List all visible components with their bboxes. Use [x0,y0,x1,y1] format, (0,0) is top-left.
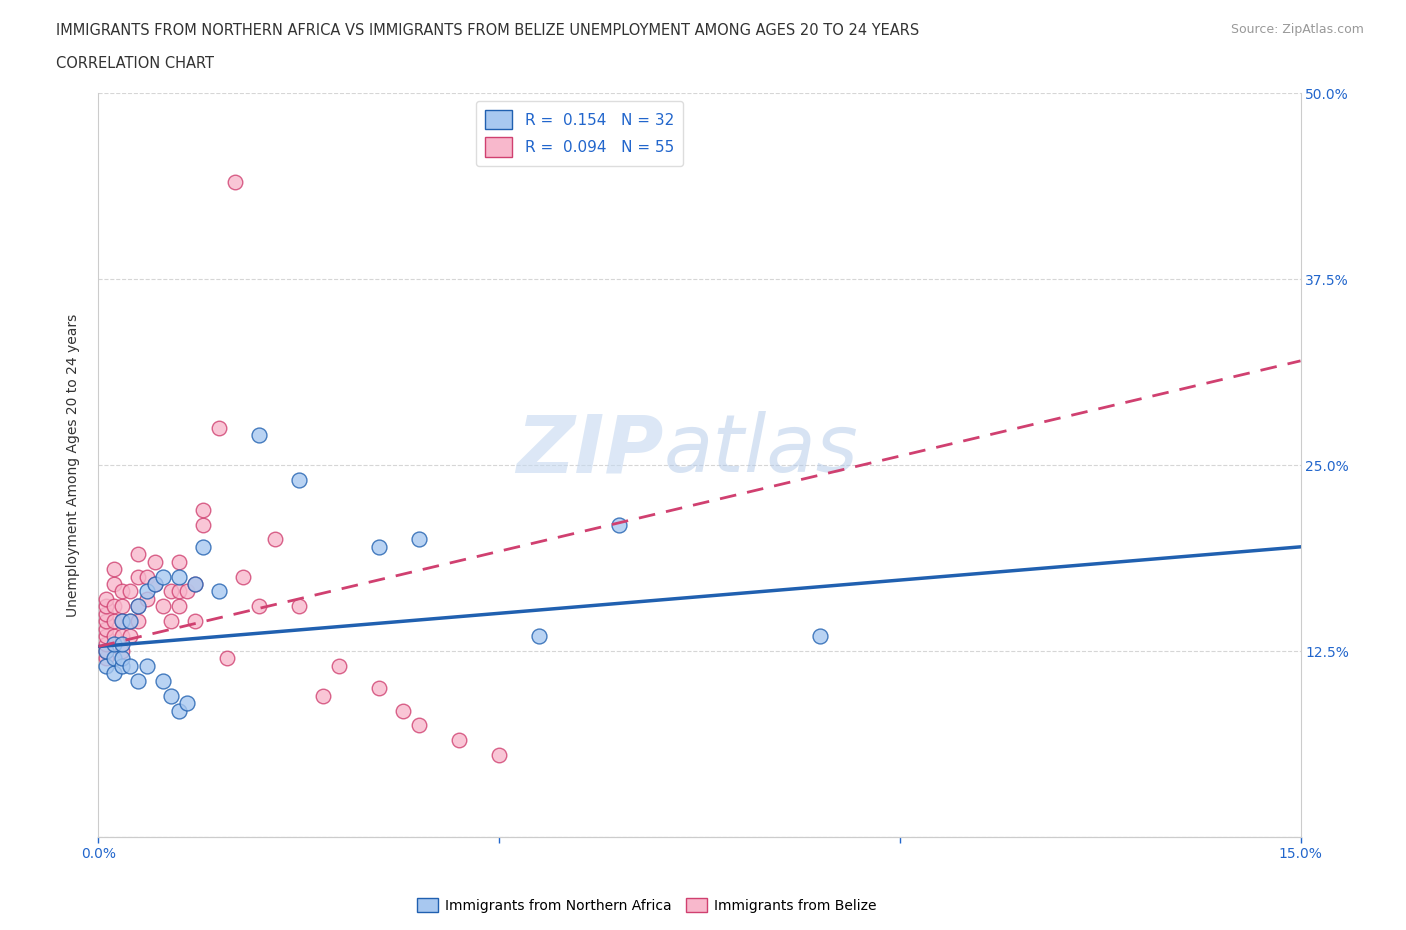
Point [183,614,205,629]
Point [128,599,150,614]
Point [191,502,214,517]
Legend: R =  0.154   N = 32, R =  0.094   N = 55: R = 0.154 N = 32, R = 0.094 N = 55 [475,100,683,166]
Point [103,599,125,614]
Point [263,532,285,547]
Point [103,666,125,681]
Point [111,644,134,658]
Point [288,472,311,487]
Point [135,569,157,584]
Point [103,651,125,666]
Point [96,636,118,651]
Point [328,658,350,673]
Point [135,584,157,599]
Point [183,577,205,591]
Point [152,673,174,688]
Point [111,651,134,666]
Point [111,599,134,614]
Point [176,584,198,599]
Point [96,606,118,621]
Point [368,681,391,696]
Point [208,420,231,435]
Point [111,636,134,651]
Point [103,636,125,651]
Point [111,658,134,673]
Point [96,658,118,673]
Point [392,703,415,718]
Point [128,547,150,562]
Point [247,428,270,443]
Text: CORRELATION CHART: CORRELATION CHART [56,56,214,71]
Text: IMMIGRANTS FROM NORTHERN AFRICA VS IMMIGRANTS FROM BELIZE UNEMPLOYMENT AMONG AGE: IMMIGRANTS FROM NORTHERN AFRICA VS IMMIG… [56,23,920,38]
Legend: Immigrants from Northern Africa, Immigrants from Belize: Immigrants from Northern Africa, Immigra… [412,893,882,919]
Point [96,599,118,614]
Point [103,562,125,577]
Point [159,584,181,599]
Text: Source: ZipAtlas.com: Source: ZipAtlas.com [1230,23,1364,36]
Point [96,591,118,606]
Point [111,629,134,644]
Point [159,614,181,629]
Text: atlas: atlas [664,411,858,489]
Point [120,584,142,599]
Point [120,629,142,644]
Point [152,599,174,614]
Point [191,517,214,532]
Point [103,614,125,629]
Point [176,696,198,711]
Point [808,629,831,644]
Point [224,175,246,190]
Point [96,629,118,644]
Point [143,577,166,591]
Y-axis label: Unemployment Among Ages 20 to 24 years: Unemployment Among Ages 20 to 24 years [66,313,80,617]
Point [183,577,205,591]
Point [96,644,118,658]
Point [609,517,631,532]
Point [368,539,391,554]
Point [111,614,134,629]
Point [120,614,142,629]
Point [408,718,430,733]
Point [152,569,174,584]
Point [128,614,150,629]
Point [143,554,166,569]
Point [408,532,430,547]
Point [167,599,190,614]
Point [208,584,231,599]
Point [128,599,150,614]
Point [103,577,125,591]
Point [447,733,470,748]
Point [128,673,150,688]
Point [288,599,311,614]
Point [96,614,118,629]
Point [103,629,125,644]
Point [96,621,118,636]
Point [191,539,214,554]
Text: ZIP: ZIP [516,411,664,489]
Point [135,658,157,673]
Point [488,748,510,763]
Point [96,651,118,666]
Point [312,688,335,703]
Point [135,591,157,606]
Point [120,658,142,673]
Point [167,703,190,718]
Point [215,651,238,666]
Point [111,584,134,599]
Point [529,629,551,644]
Point [96,644,118,658]
Point [247,599,270,614]
Point [232,569,254,584]
Point [167,569,190,584]
Point [143,577,166,591]
Point [167,584,190,599]
Point [167,554,190,569]
Point [120,614,142,629]
Point [128,569,150,584]
Point [111,614,134,629]
Point [159,688,181,703]
